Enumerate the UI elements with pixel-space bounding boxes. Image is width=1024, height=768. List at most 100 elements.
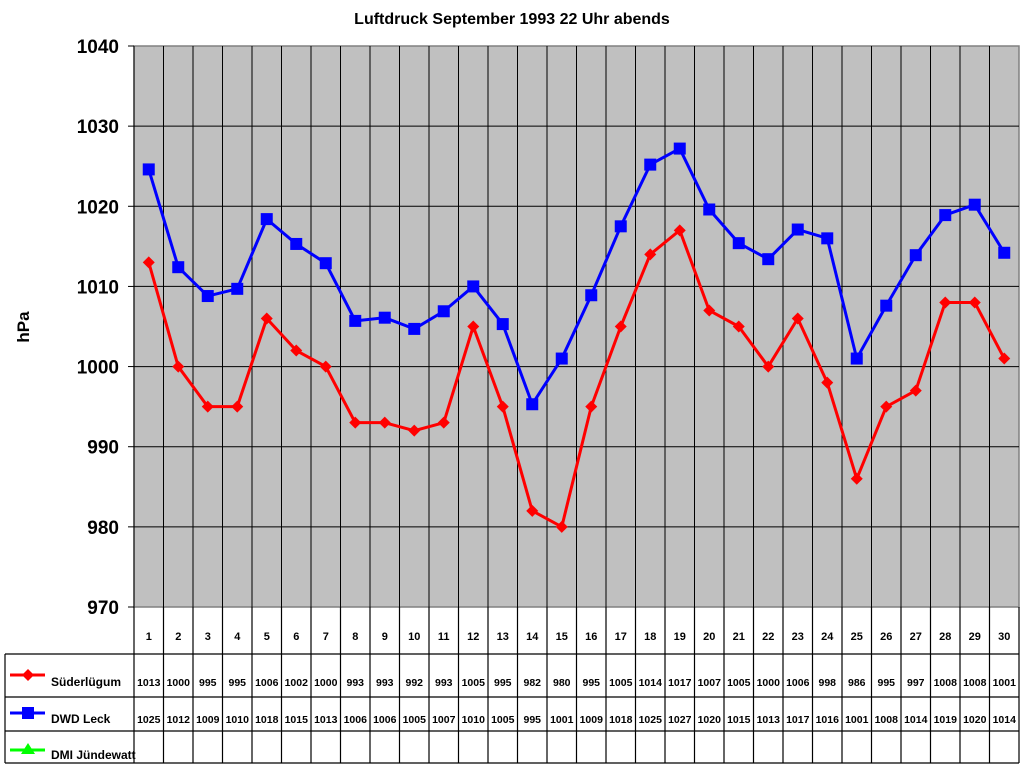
data-point	[378, 416, 391, 429]
table-cell: 995	[523, 714, 541, 726]
table-cell: 1025	[639, 714, 663, 726]
x-tick-label: 21	[733, 631, 745, 643]
data-point	[290, 344, 303, 357]
x-tick-label: 7	[323, 631, 329, 643]
table-cell: 1016	[816, 714, 840, 726]
x-tick-label: 22	[762, 631, 774, 643]
data-point	[732, 320, 745, 333]
y-tick-label: 1040	[77, 37, 119, 58]
table-cell: 995	[877, 677, 895, 689]
table-cell: 1000	[314, 677, 338, 689]
x-tick-label: 23	[792, 631, 804, 643]
data-point	[555, 352, 568, 365]
data-point	[880, 299, 893, 312]
x-tick-label: 9	[382, 631, 388, 643]
y-axis: 970 980 990 1000 1010 1020 1030 1040	[77, 37, 135, 619]
data-point	[614, 220, 627, 233]
x-tick-label: 24	[821, 631, 834, 643]
x-tick-label: 25	[851, 631, 863, 643]
data-point	[703, 304, 716, 317]
data-point	[467, 320, 480, 333]
table-cell: 1006	[344, 714, 368, 726]
table-cell: 1001	[845, 714, 869, 726]
data-point	[231, 282, 244, 295]
data-point	[172, 360, 185, 373]
data-point	[467, 280, 480, 293]
table-cell: 1017	[786, 714, 810, 726]
data-point	[732, 237, 745, 250]
table-cell: 1015	[727, 714, 751, 726]
data-point	[673, 142, 686, 155]
table-cell: 995	[494, 677, 512, 689]
data-point	[319, 360, 332, 373]
data-point	[555, 520, 568, 533]
data-point	[762, 360, 775, 373]
data-point	[614, 320, 627, 333]
data-point	[939, 209, 952, 222]
legend-label: DMI Jündewatt	[51, 748, 136, 762]
gridlines	[134, 46, 1019, 607]
table-cell: 1025	[137, 714, 161, 726]
data-point	[142, 256, 155, 269]
x-tick-label: 27	[910, 631, 922, 643]
legend-label: DWD Leck	[51, 712, 111, 726]
table-cell: 1001	[993, 677, 1017, 689]
table-cell: 986	[848, 677, 866, 689]
data-point	[201, 400, 214, 413]
legend-diamond-icon	[22, 669, 34, 681]
table-cell: 1013	[137, 677, 161, 689]
data-point	[968, 296, 981, 309]
data-point	[673, 224, 686, 237]
legend-square-icon	[22, 707, 34, 719]
table-cell: 1008	[963, 677, 987, 689]
data-point	[526, 504, 539, 517]
data-point	[142, 163, 155, 176]
x-tick-label: 30	[998, 631, 1010, 643]
table-cell: 1014	[993, 714, 1017, 726]
data-point	[378, 311, 391, 324]
series-s-derl-gum	[142, 224, 1011, 533]
table-cell: 995	[199, 677, 217, 689]
data-point	[791, 312, 804, 325]
x-tick-label: 2	[175, 631, 181, 643]
table-cell: 1010	[462, 714, 486, 726]
y-tick-label: 980	[87, 518, 119, 539]
data-point	[319, 257, 332, 270]
y-tick-label: 1000	[77, 358, 119, 379]
x-tick-label: 16	[585, 631, 597, 643]
data-point	[349, 314, 362, 327]
table-cell: 1013	[757, 714, 781, 726]
table-cell: 1019	[934, 714, 958, 726]
data-point	[791, 223, 804, 236]
x-tick-label: 11	[438, 631, 450, 643]
y-tick-label: 1010	[77, 277, 119, 298]
table-cell: 995	[582, 677, 600, 689]
table-cell: 1005	[727, 677, 751, 689]
x-tick-label: 4	[234, 631, 241, 643]
table-cell: 1020	[698, 714, 722, 726]
data-point	[349, 416, 362, 429]
data-point	[585, 289, 598, 302]
table-cell: 993	[376, 677, 394, 689]
x-tick-label: 17	[615, 631, 627, 643]
table-cell: 1005	[462, 677, 486, 689]
table-cell: 997	[907, 677, 925, 689]
data-point	[850, 352, 863, 365]
data-point	[201, 290, 214, 303]
x-tick-label: 12	[467, 631, 479, 643]
x-tick-label: 14	[526, 631, 539, 643]
table-cell: 992	[405, 677, 423, 689]
table-cell: 1006	[255, 677, 279, 689]
legend-triangle-icon	[21, 743, 35, 754]
x-tick-label: 8	[352, 631, 358, 643]
x-tick-label: 3	[205, 631, 211, 643]
table-cell: 1001	[550, 714, 574, 726]
x-tick-label: 13	[497, 631, 509, 643]
table-cell: 995	[228, 677, 246, 689]
table-cell: 982	[523, 677, 541, 689]
table-cell: 1000	[167, 677, 191, 689]
data-point	[644, 248, 657, 261]
table-cell: 1017	[668, 677, 692, 689]
table-cell: 998	[818, 677, 836, 689]
table-cell: 1002	[285, 677, 309, 689]
